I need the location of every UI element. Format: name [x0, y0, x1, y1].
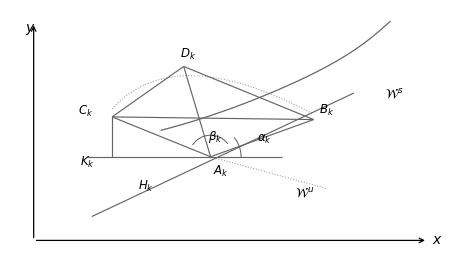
Text: $\mathcal{W}^s$: $\mathcal{W}^s$ [385, 89, 404, 103]
Text: $A_k$: $A_k$ [213, 164, 228, 179]
Text: $\alpha_k$: $\alpha_k$ [257, 133, 272, 146]
Text: $\mathcal{W}^u$: $\mathcal{W}^u$ [295, 187, 314, 201]
Text: $\beta_k$: $\beta_k$ [208, 129, 223, 145]
Text: $C_k$: $C_k$ [78, 104, 93, 119]
Text: $K_k$: $K_k$ [80, 154, 95, 170]
Text: $B_k$: $B_k$ [319, 103, 335, 118]
Text: $D_k$: $D_k$ [180, 47, 196, 62]
Text: x: x [432, 233, 441, 247]
Text: y: y [25, 21, 33, 35]
Text: $H_k$: $H_k$ [138, 178, 154, 193]
